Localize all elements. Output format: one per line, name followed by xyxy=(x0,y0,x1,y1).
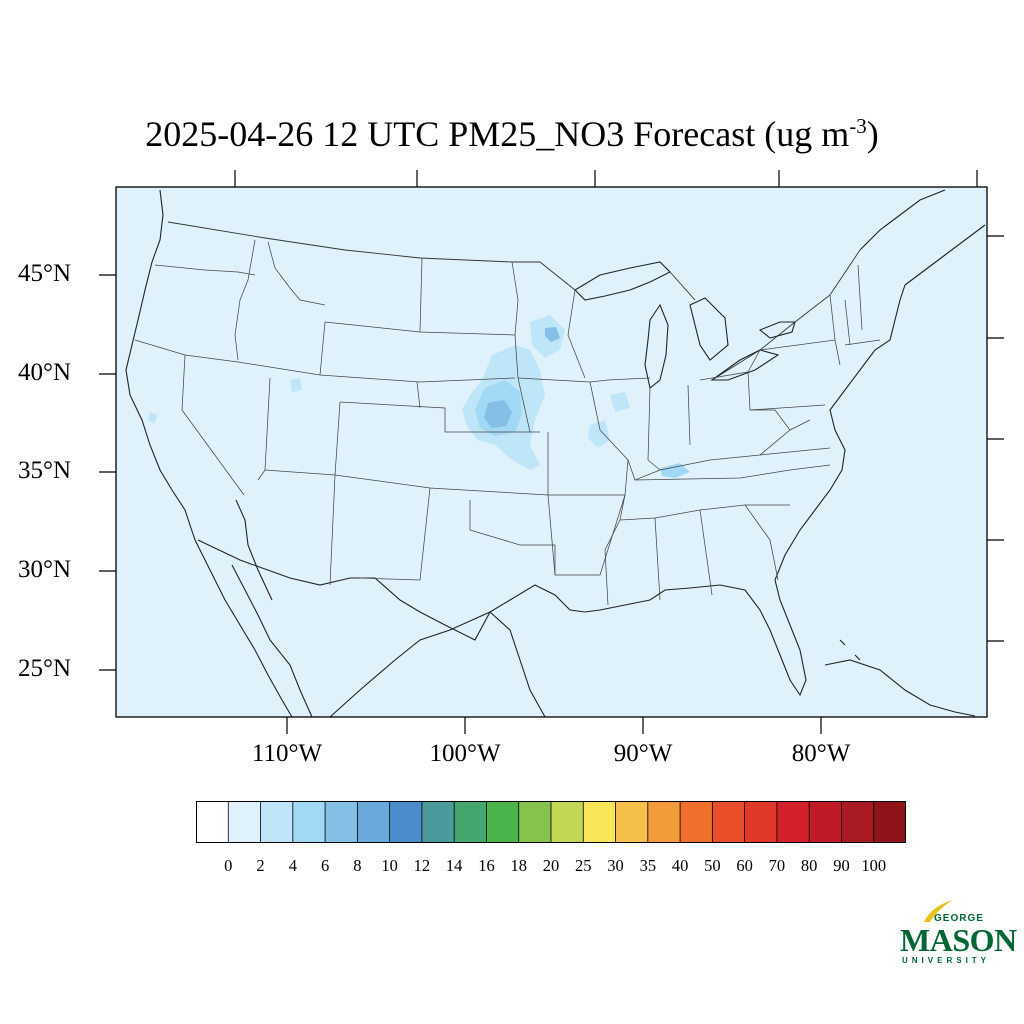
colorbar-swatch xyxy=(421,801,455,843)
colorbar-swatch xyxy=(873,801,906,843)
lat-label-30: 30°N xyxy=(18,556,72,583)
colorbar-tick-label: 14 xyxy=(445,856,463,875)
colorbar-swatch xyxy=(647,801,681,843)
colorbar-tick-label: 80 xyxy=(800,856,818,875)
colorbar-tick-label: 40 xyxy=(671,856,689,875)
title-superscript: -3 xyxy=(849,114,867,138)
right-ticks xyxy=(987,235,1004,642)
logo-line-george: GEORGE xyxy=(934,913,984,924)
colorbar-swatch xyxy=(582,801,617,843)
colorbar-swatch xyxy=(324,801,359,843)
coastlines xyxy=(125,189,986,718)
logo-line-mason: MASON xyxy=(900,922,1017,958)
colorbar-tick-label: 10 xyxy=(381,856,398,875)
map-background xyxy=(116,187,987,717)
colorbar-tick-label: 20 xyxy=(542,856,560,875)
great-lakes xyxy=(574,261,796,389)
colorbar-tick-label: 35 xyxy=(639,856,657,875)
colorbar-tick-label: 2 xyxy=(256,856,265,875)
lat-label-35: 35°N xyxy=(18,457,72,484)
colorbar-swatch xyxy=(550,801,584,843)
lat-label-25: 25°N xyxy=(18,655,72,682)
state-boundaries xyxy=(134,239,881,606)
left-ticks xyxy=(99,274,116,671)
colorbar-swatch xyxy=(260,801,294,843)
colorbar-tick-label: 12 xyxy=(413,856,431,875)
colorbar-swatch xyxy=(486,801,520,843)
colorbar-tick-label: 25 xyxy=(575,856,592,875)
lat-label-40: 40°N xyxy=(18,359,72,386)
colorbar-swatch xyxy=(615,801,649,843)
colorbar-swatch xyxy=(196,801,229,843)
colorbar-swatch xyxy=(518,801,552,843)
colorbar-tick-label: 100 xyxy=(861,856,887,875)
colorbar-tick-label: 8 xyxy=(353,856,362,875)
colorbar-tick-label: 90 xyxy=(833,856,850,875)
colorbar-swatch xyxy=(356,801,391,843)
map-frame-border xyxy=(115,186,988,718)
colorbar-swatch xyxy=(841,801,875,843)
colorbar-swatch xyxy=(292,801,326,843)
colorbar-swatch xyxy=(453,801,488,843)
colorbar-tick-label: 18 xyxy=(510,856,527,875)
colorbar-swatch xyxy=(389,801,423,843)
lon-label-80: 80°W xyxy=(791,740,851,767)
top-ticks xyxy=(234,170,978,187)
colorbar-frame xyxy=(196,801,906,843)
colorbar-swatch xyxy=(679,801,714,843)
gmu-logo: GEORGE MASON UNIVERSITY xyxy=(896,896,1017,968)
colorbar-swatch xyxy=(808,801,843,843)
map-title: 2025-04-26 12 UTC PM25_NO3 Forecast (ug … xyxy=(0,112,1024,156)
colorbar-swatch xyxy=(776,801,810,843)
colorbar-labels: 0 2 4 6 8 10 12 14 16 18 20 25 30 35 40 50 60 70 80 90 100 xyxy=(196,856,906,880)
bottom-ticks xyxy=(286,717,822,734)
colorbar-swatch xyxy=(711,801,746,843)
concentration-shading xyxy=(148,315,690,478)
colorbar-tick-label: 30 xyxy=(607,856,624,875)
colorbar xyxy=(196,801,906,843)
lon-label-110: 110°W xyxy=(251,740,323,767)
lat-label-45: 45°N xyxy=(18,260,72,287)
lon-label-100: 100°W xyxy=(429,740,501,767)
colorbar-tick-label: 50 xyxy=(704,856,721,875)
colorbar-tick-label: 0 xyxy=(224,856,233,875)
lon-label-90: 90°W xyxy=(613,740,673,767)
title-text: 2025-04-26 12 UTC PM25_NO3 Forecast (ug … xyxy=(145,114,850,154)
colorbar-tick-label: 6 xyxy=(320,856,330,875)
colorbar-tick-label: 4 xyxy=(288,856,297,875)
colorbar-tick-label: 60 xyxy=(736,856,753,875)
colorbar-swatch xyxy=(744,801,778,843)
colorbar-tick-label: 70 xyxy=(768,856,786,875)
logo-swoosh-icon xyxy=(924,900,952,922)
colorbar-tick-label: 16 xyxy=(478,856,495,875)
colorbar-swatch xyxy=(227,801,262,843)
title-close: ) xyxy=(866,114,879,154)
logo-line-university: UNIVERSITY xyxy=(902,956,991,965)
